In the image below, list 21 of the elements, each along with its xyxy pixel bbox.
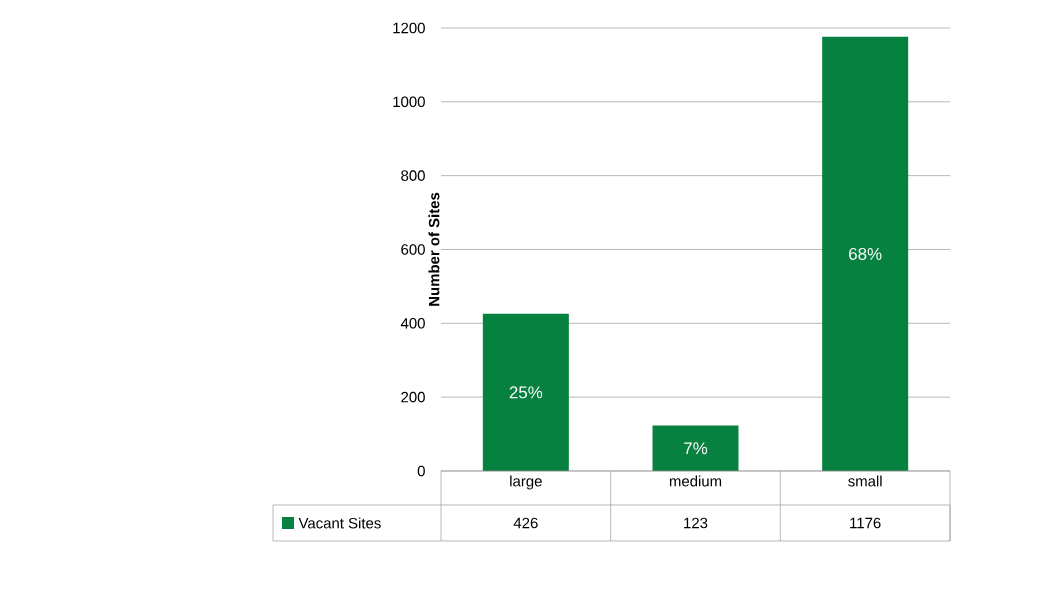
bar [482, 313, 569, 471]
x-tick-label: small [848, 475, 882, 487]
y-tick-label: 0 [417, 465, 425, 477]
data-label: 1176 [850, 517, 881, 529]
y-tick-label: 800 [401, 170, 425, 181]
y-tick-label: 600 [401, 244, 425, 255]
y-tick-label: 1000 [393, 96, 425, 108]
y-tick-label: 400 [400, 318, 425, 329]
bar [822, 36, 909, 471]
text: 7% [684, 442, 708, 455]
text: 68% [849, 247, 882, 260]
x-tick-label: large [510, 475, 542, 490]
y-tick-label: 200 [401, 391, 425, 403]
text: 25% [509, 386, 543, 399]
data-label: 426 [513, 517, 538, 529]
y-tick-label: 1200 [393, 22, 425, 34]
x-tick-label: medium [669, 475, 722, 487]
data-label: 123 [684, 517, 708, 529]
legend-label: Vacant Sites [298, 517, 381, 529]
y-axis-title: Number of Sites [428, 192, 440, 306]
bar [652, 425, 739, 471]
